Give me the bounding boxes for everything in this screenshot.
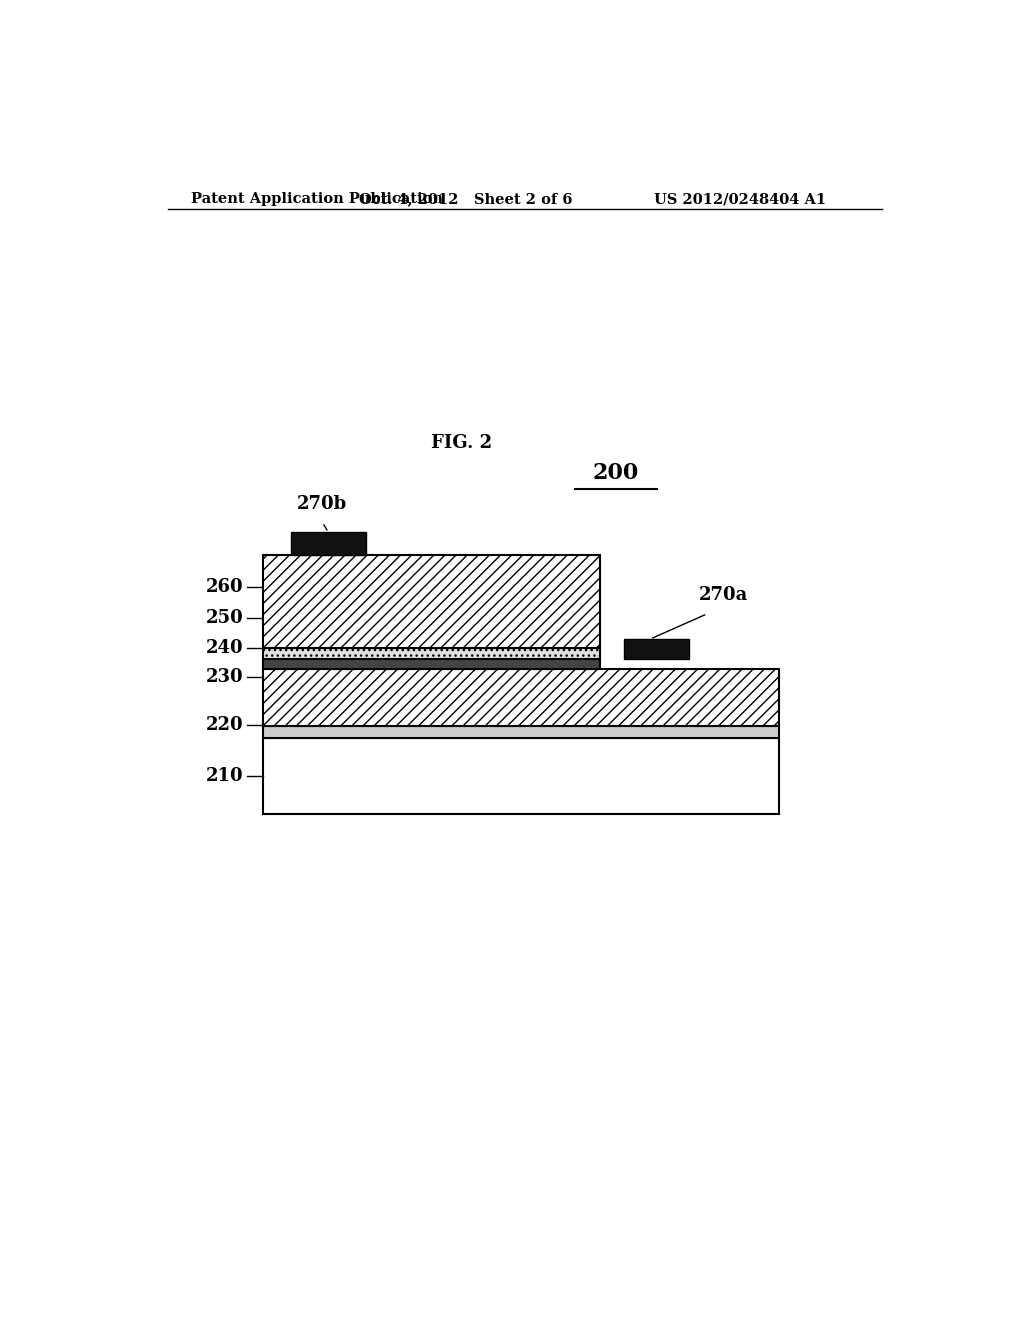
Text: 210: 210 <box>206 767 243 785</box>
Bar <box>263 660 600 669</box>
Text: 220: 220 <box>206 715 243 734</box>
Text: Oct. 4, 2012   Sheet 2 of 6: Oct. 4, 2012 Sheet 2 of 6 <box>358 191 572 206</box>
Text: 250: 250 <box>206 609 243 627</box>
Text: 260: 260 <box>206 578 243 597</box>
Bar <box>263 726 778 738</box>
Text: Patent Application Publication: Patent Application Publication <box>191 191 443 206</box>
Bar <box>263 738 778 814</box>
Text: FIG. 2: FIG. 2 <box>431 434 492 451</box>
Bar <box>291 532 367 554</box>
Bar <box>624 639 689 660</box>
Bar <box>263 660 600 669</box>
Bar <box>263 669 778 726</box>
Bar <box>263 554 600 648</box>
Text: US 2012/0248404 A1: US 2012/0248404 A1 <box>654 191 826 206</box>
Text: 200: 200 <box>593 462 639 484</box>
Text: 240: 240 <box>206 639 243 657</box>
Text: 270b: 270b <box>297 495 347 513</box>
Text: 230: 230 <box>206 668 243 686</box>
Text: 270a: 270a <box>698 586 748 605</box>
Bar <box>263 648 600 660</box>
